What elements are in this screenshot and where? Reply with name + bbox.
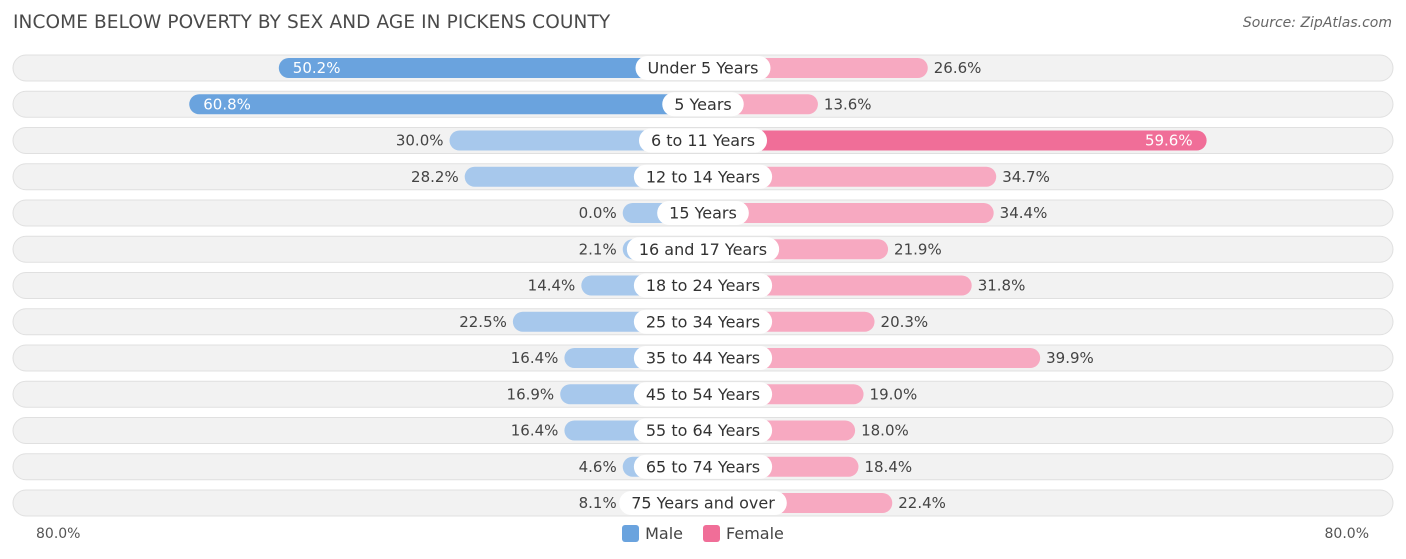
category-label: 35 to 44 Years [646,349,760,368]
bar-female [703,166,997,187]
axis-max-label: 80.0% [1324,526,1369,542]
legend-item-male[interactable]: Male [622,524,683,543]
chart-legend: Male Female [0,524,1406,543]
row-15-years: 0.0% 34.4% 15 Years [12,199,1394,227]
category-label-background [633,346,773,370]
category-label-background [633,382,773,407]
row-45-to-54-years: 16.9% 19.0% 45 to 54 Years [12,380,1394,408]
data-label-male: 8.1% [579,494,617,512]
category-label: 75 Years and over [631,494,775,513]
category-label-background [635,56,771,80]
row-12-to-14-years: 28.2% 34.7% 12 to 14 Years [12,163,1394,191]
category-label-background [633,273,773,298]
data-label-female: 18.4% [864,458,912,476]
data-label-male: 4.6% [579,458,617,476]
category-label-background [633,418,773,443]
category-label-background [633,309,773,334]
data-label-male: 0.0% [579,204,617,222]
axis-min-label: 80.0% [36,526,81,542]
row-35-to-44-years: 16.4% 39.9% 35 to 44 Years [12,344,1394,372]
data-label-female: 39.9% [1046,349,1094,367]
bar-female [703,203,994,223]
data-label-female: 22.4% [898,494,946,512]
chart-source: Source: ZipAtlas.com [1242,15,1392,31]
category-label-background [633,164,773,189]
row-75-years-and-over: 8.1% 22.4% 75 Years and over [12,489,1394,517]
category-label: 6 to 11 Years [651,131,755,150]
legend-swatch-female [703,525,721,542]
legend-swatch-male [622,525,640,542]
category-label: 18 to 24 Years [646,276,760,295]
category-label: 16 and 17 Years [639,240,767,259]
legend-label-male: Male [645,524,684,543]
data-label-female: 34.7% [1002,168,1050,186]
data-label-female: 20.3% [881,313,929,331]
data-label-male: 16.9% [507,385,555,403]
chart-title: INCOME BELOW POVERTY BY SEX AND AGE IN P… [13,12,611,33]
row-65-to-74-years: 4.6% 18.4% 65 to 74 Years [12,453,1394,481]
category-label-background [662,92,744,117]
row-16-and-17-years: 2.1% 21.9% 16 and 17 Years [12,235,1394,263]
category-label: 15 Years [669,204,737,223]
legend-label-female: Female [726,524,784,543]
row-18-to-24-years: 14.4% 31.8% 18 to 24 Years [12,272,1394,299]
data-label-female: 18.0% [861,422,909,440]
data-label-female: 26.6% [934,59,982,77]
category-label-background [619,491,787,515]
data-label-female: 13.6% [824,95,872,113]
category-label: 5 Years [674,95,731,114]
category-label: Under 5 Years [648,59,759,78]
row-25-to-34-years: 22.5% 20.3% 25 to 34 Years [12,308,1394,336]
data-label-female: 19.0% [870,385,918,403]
row-6-to-11-years: 30.0% 59.6% 6 to 11 Years [12,127,1394,154]
category-label-background [657,201,749,225]
bar-female [703,348,1041,368]
data-label-female: 31.8% [978,277,1026,295]
category-label: 12 to 14 Years [646,167,760,186]
data-label-male: 2.1% [579,240,617,258]
category-label: 25 to 34 Years [646,312,760,331]
data-label-male: 60.8% [203,95,251,113]
category-label-background [626,237,780,262]
bar-male [189,94,704,115]
row-5-years: 60.8% 13.6% 5 Years [12,90,1394,118]
bar-female [703,130,1207,151]
data-label-male: 14.4% [528,277,576,295]
legend-item-female[interactable]: Female [703,524,784,543]
data-label-male: 28.2% [411,168,459,186]
data-label-male: 16.4% [511,349,559,367]
data-label-male: 50.2% [293,59,341,77]
data-label-male: 30.0% [396,132,444,150]
category-label: 65 to 74 Years [646,457,760,476]
category-label-background [633,454,773,479]
category-label: 55 to 64 Years [646,421,760,440]
bar-male [449,130,703,151]
row-55-to-64-years: 16.4% 18.0% 55 to 64 Years [12,417,1394,444]
row-under-5-years: 50.2% 26.6% Under 5 Years [12,54,1394,82]
data-label-male: 16.4% [511,422,559,440]
category-label: 45 to 54 Years [646,385,760,404]
bar-male [278,58,703,78]
data-label-female: 59.6% [1145,132,1193,150]
data-label-female: 34.4% [1000,204,1048,222]
data-label-female: 21.9% [894,240,942,258]
category-label-background [638,128,768,153]
data-label-male: 22.5% [459,313,507,331]
